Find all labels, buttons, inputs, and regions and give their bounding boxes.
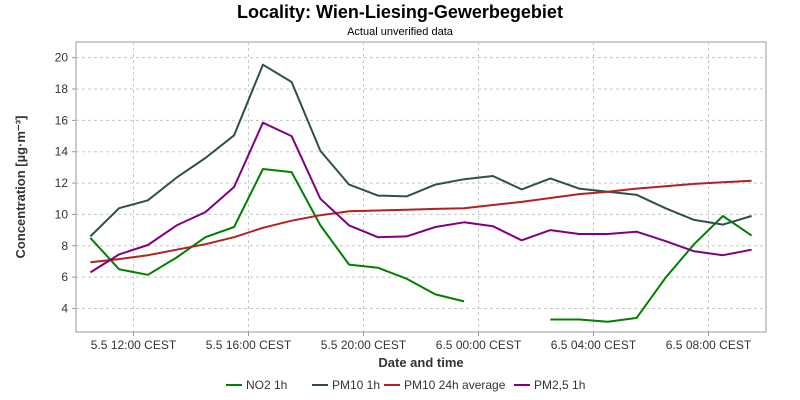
y-tick-label: 18: [55, 82, 69, 96]
legend-label: PM2,5 1h: [534, 378, 585, 392]
x-tick-label: 5.5 12:00 CEST: [91, 338, 177, 352]
x-tick-label: 6.5 04:00 CEST: [551, 338, 637, 352]
y-tick-label: 14: [55, 145, 69, 159]
series-line-3: [89, 121, 752, 274]
y-tick-label: 8: [61, 239, 68, 253]
y-tick-label: 20: [55, 51, 69, 65]
x-tick-label: 6.5 08:00 CEST: [666, 338, 752, 352]
x-tick-label: 5.5 20:00 CEST: [321, 338, 407, 352]
series-line-0: [89, 168, 753, 323]
grid-lines: [76, 42, 766, 332]
y-axis-label: Concentration [µg·m⁻³]: [13, 116, 28, 259]
legend-label: PM10 24h average: [404, 378, 506, 392]
series-line-1: [89, 63, 752, 238]
x-tick-label: 6.5 00:00 CEST: [436, 338, 522, 352]
y-tick-label: 10: [55, 207, 69, 221]
x-axis-ticks: 5.5 12:00 CEST 5.5 16:00 CEST 5.5 20:00 CE…: [91, 332, 752, 352]
legend: NO2 1h PM10 1h PM10 24h average PM2,5 1h: [226, 378, 585, 392]
y-axis-ticks: 4 6 8 10 12 14 16 18 20: [55, 51, 76, 315]
series-line-2: [90, 179, 752, 264]
y-tick-label: 12: [55, 176, 69, 190]
series-lines: [89, 63, 753, 323]
chart-subtitle: Actual unverified data: [347, 26, 454, 38]
y-tick-label: 4: [61, 301, 68, 315]
y-tick-label: 16: [55, 113, 69, 127]
legend-label: PM10 1h: [332, 378, 380, 392]
x-axis-label: Date and time: [378, 355, 463, 370]
legend-label: NO2 1h: [246, 378, 287, 392]
y-tick-label: 6: [61, 270, 68, 284]
x-tick-label: 5.5 16:00 CEST: [206, 338, 292, 352]
chart-title: Locality: Wien-Liesing-Gewerbegebiet: [237, 2, 563, 22]
